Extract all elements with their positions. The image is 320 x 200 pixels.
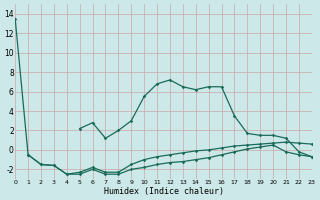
X-axis label: Humidex (Indice chaleur): Humidex (Indice chaleur)	[103, 187, 223, 196]
